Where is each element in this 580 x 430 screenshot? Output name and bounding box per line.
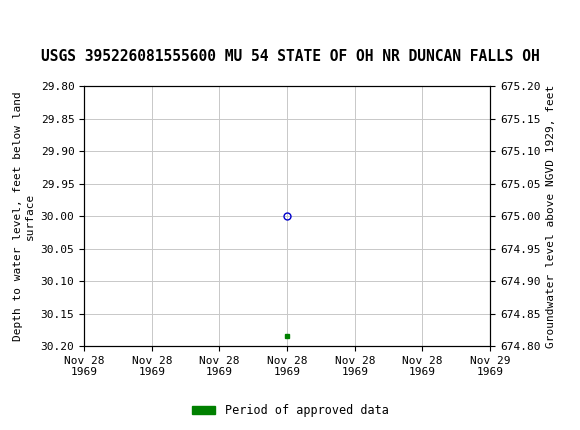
Text: USGS 395226081555600 MU 54 STATE OF OH NR DUNCAN FALLS OH: USGS 395226081555600 MU 54 STATE OF OH N… (41, 49, 539, 64)
Legend: Period of approved data: Period of approved data (187, 399, 393, 422)
Y-axis label: Groundwater level above NGVD 1929, feet: Groundwater level above NGVD 1929, feet (546, 84, 556, 348)
Y-axis label: Depth to water level, feet below land
surface: Depth to water level, feet below land su… (13, 91, 35, 341)
Text: ▓: ▓ (3, 8, 24, 37)
Text: USGS: USGS (32, 13, 92, 32)
